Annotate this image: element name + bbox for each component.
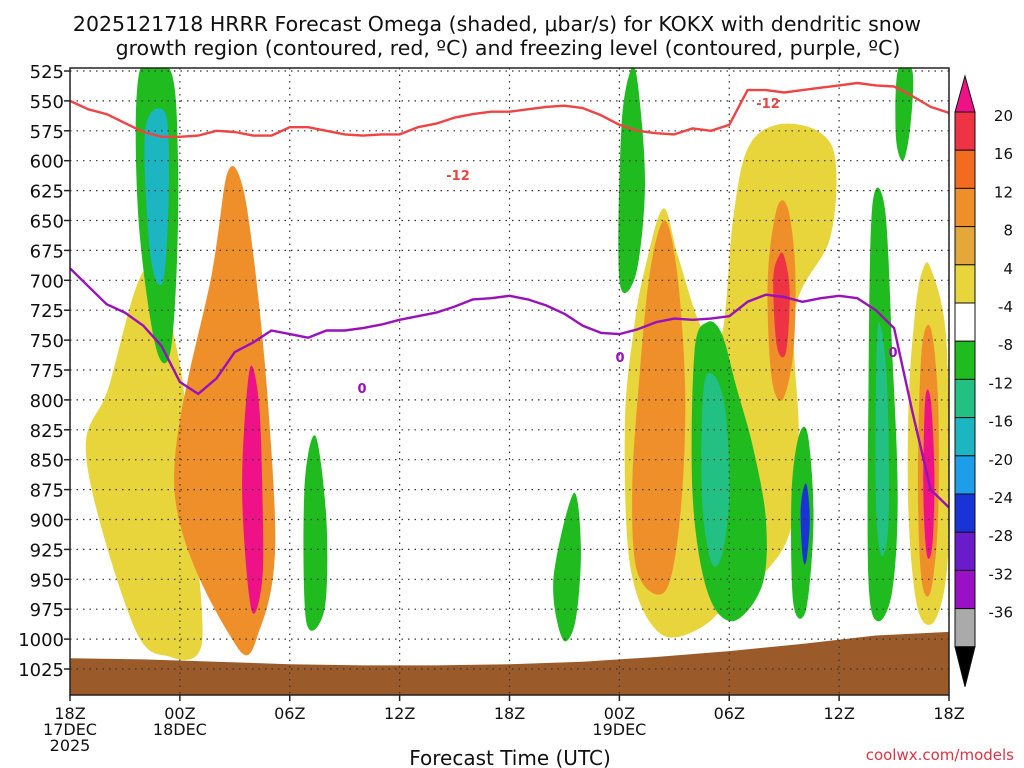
y-axis: 525 550 575 600 625 650 675 700 725 750 775 800 825 8… xyxy=(18,62,70,681)
colorbar-label-0: 20 xyxy=(994,107,1013,125)
x-tick-label-1-1: 18DEC xyxy=(153,720,207,739)
colorbar-label-6: -8 xyxy=(998,336,1013,354)
x-tick-label-5-1: 19DEC xyxy=(592,720,646,739)
colorbar-segment-8 xyxy=(954,417,976,457)
freezing-contour-label-3: 0 xyxy=(888,346,897,361)
x-tick-label-1-0: 00Z xyxy=(164,704,195,723)
chart-title-line-1: 2025121718 HRRR Forecast Omega (shaded, … xyxy=(73,12,921,36)
colorbar-label-12: -32 xyxy=(989,565,1014,583)
colorbar-segment-3 xyxy=(954,226,976,266)
x-tick-label-6-0: 06Z xyxy=(714,704,745,723)
x-tick-label-3-0: 12Z xyxy=(384,704,415,723)
colorbar-label-11: -28 xyxy=(989,527,1014,545)
y-tick-label-775: 775 xyxy=(30,361,64,382)
contour-layer xyxy=(70,81,949,509)
y-tick-label-600: 600 xyxy=(30,152,64,173)
y-tick-label-700: 700 xyxy=(30,271,64,292)
colorbar-segment-13 xyxy=(954,608,976,648)
colorbar-label-4: 4 xyxy=(1003,260,1013,278)
y-tick-label-950: 950 xyxy=(30,570,64,591)
y-tick-label-750: 750 xyxy=(30,331,64,352)
omega-shade-region-13 xyxy=(701,372,730,567)
y-tick-label-900: 900 xyxy=(30,511,64,532)
colorbar-segment-6 xyxy=(954,340,976,380)
freezing-contour-label-1: 0 xyxy=(357,382,366,397)
credit-text: coolwx.com/models xyxy=(866,746,1014,764)
omega-shade-region-20 xyxy=(875,322,889,557)
y-tick-label-925: 925 xyxy=(30,540,64,561)
freezing-contour-label-2: 0 xyxy=(615,351,624,366)
dgz-contour-label-1: -12 xyxy=(446,169,470,184)
colorbar-segment-11 xyxy=(954,531,976,571)
omega-shade-region-15 xyxy=(800,483,810,565)
colorbar-label-1: 16 xyxy=(994,145,1013,163)
colorbar-label-9: -20 xyxy=(989,451,1014,469)
y-tick-label-575: 575 xyxy=(30,122,64,143)
y-tick-label-875: 875 xyxy=(30,481,64,502)
x-tick-label-4-0: 18Z xyxy=(494,704,525,723)
omega-shade-region-5 xyxy=(303,435,328,631)
contour-labels: -12 -12 0 0 0 xyxy=(357,97,897,397)
colorbar-segment-12 xyxy=(954,569,976,610)
dgz-contour-label-2: -12 xyxy=(756,97,780,112)
y-tick-label-825: 825 xyxy=(30,421,64,442)
colorbar-segment-2 xyxy=(954,187,976,228)
x-tick-label-2-0: 06Z xyxy=(274,704,305,723)
x-tick-label-5-0: 00Z xyxy=(604,704,635,723)
chart-title-line-2: growth region (contoured, red, ºC) and f… xyxy=(116,36,901,60)
omega-shade-region-21 xyxy=(895,68,914,161)
colorbar-segment-1 xyxy=(954,149,976,189)
y-tick-label-850: 850 xyxy=(30,451,64,472)
omega-shade-region-7 xyxy=(618,68,646,294)
y-tick-label-1000: 1000 xyxy=(18,630,64,651)
x-tick-label-0-2: 2025 xyxy=(50,736,91,755)
y-tick-label-975: 975 xyxy=(30,600,64,621)
plot-area xyxy=(70,68,949,695)
x-tick-label-7-0: 12Z xyxy=(823,704,854,723)
omega-shade-region-9 xyxy=(632,220,686,595)
omega-shading-layer xyxy=(85,68,949,660)
colorbar: 20 16 12 8 4 -4 -8 -12 -16 -20 -24 -28 -32 -36 xyxy=(954,74,1014,687)
freezing-level-contour xyxy=(70,267,949,509)
x-axis-label: Forecast Time (UTC) xyxy=(409,746,611,768)
colorbar-segment-9 xyxy=(954,455,976,495)
omega-shade-region-11 xyxy=(773,252,790,358)
y-tick-label-650: 650 xyxy=(30,212,64,233)
colorbar-bottom-arrow xyxy=(954,646,976,687)
omega-shade-region-18 xyxy=(923,389,935,559)
y-tick-label-725: 725 xyxy=(30,301,64,322)
y-tick-label-525: 525 xyxy=(30,62,64,83)
colorbar-label-3: 8 xyxy=(1003,222,1013,240)
x-tick-label-8-0: 18Z xyxy=(933,704,964,723)
omega-shade-region-4 xyxy=(144,108,170,286)
colorbar-label-5: -4 xyxy=(998,298,1013,316)
y-tick-label-1025: 1025 xyxy=(18,660,64,681)
colorbar-label-13: -36 xyxy=(989,604,1014,622)
omega-shade-region-0 xyxy=(85,268,203,660)
dgz-minus12-contour xyxy=(70,81,949,138)
colorbar-label-8: -16 xyxy=(989,413,1014,431)
y-tick-label-625: 625 xyxy=(30,182,64,203)
colorbar-label-10: -24 xyxy=(989,489,1014,507)
colorbar-segment-5 xyxy=(954,302,976,342)
colorbar-segment-7 xyxy=(954,378,976,419)
colorbar-segment-10 xyxy=(954,493,976,533)
colorbar-label-2: 12 xyxy=(994,183,1013,201)
colorbar-segment-0 xyxy=(954,111,976,151)
x-tick-label-0-0: 18Z xyxy=(54,704,85,723)
y-tick-label-800: 800 xyxy=(30,391,64,412)
colorbar-label-7: -12 xyxy=(989,374,1014,392)
colorbar-segment-4 xyxy=(954,264,976,304)
y-tick-label-675: 675 xyxy=(30,241,64,262)
y-tick-label-550: 550 xyxy=(30,92,64,113)
omega-shade-region-6 xyxy=(553,492,581,642)
x-tick-label-0-1: 17DEC xyxy=(43,720,97,739)
